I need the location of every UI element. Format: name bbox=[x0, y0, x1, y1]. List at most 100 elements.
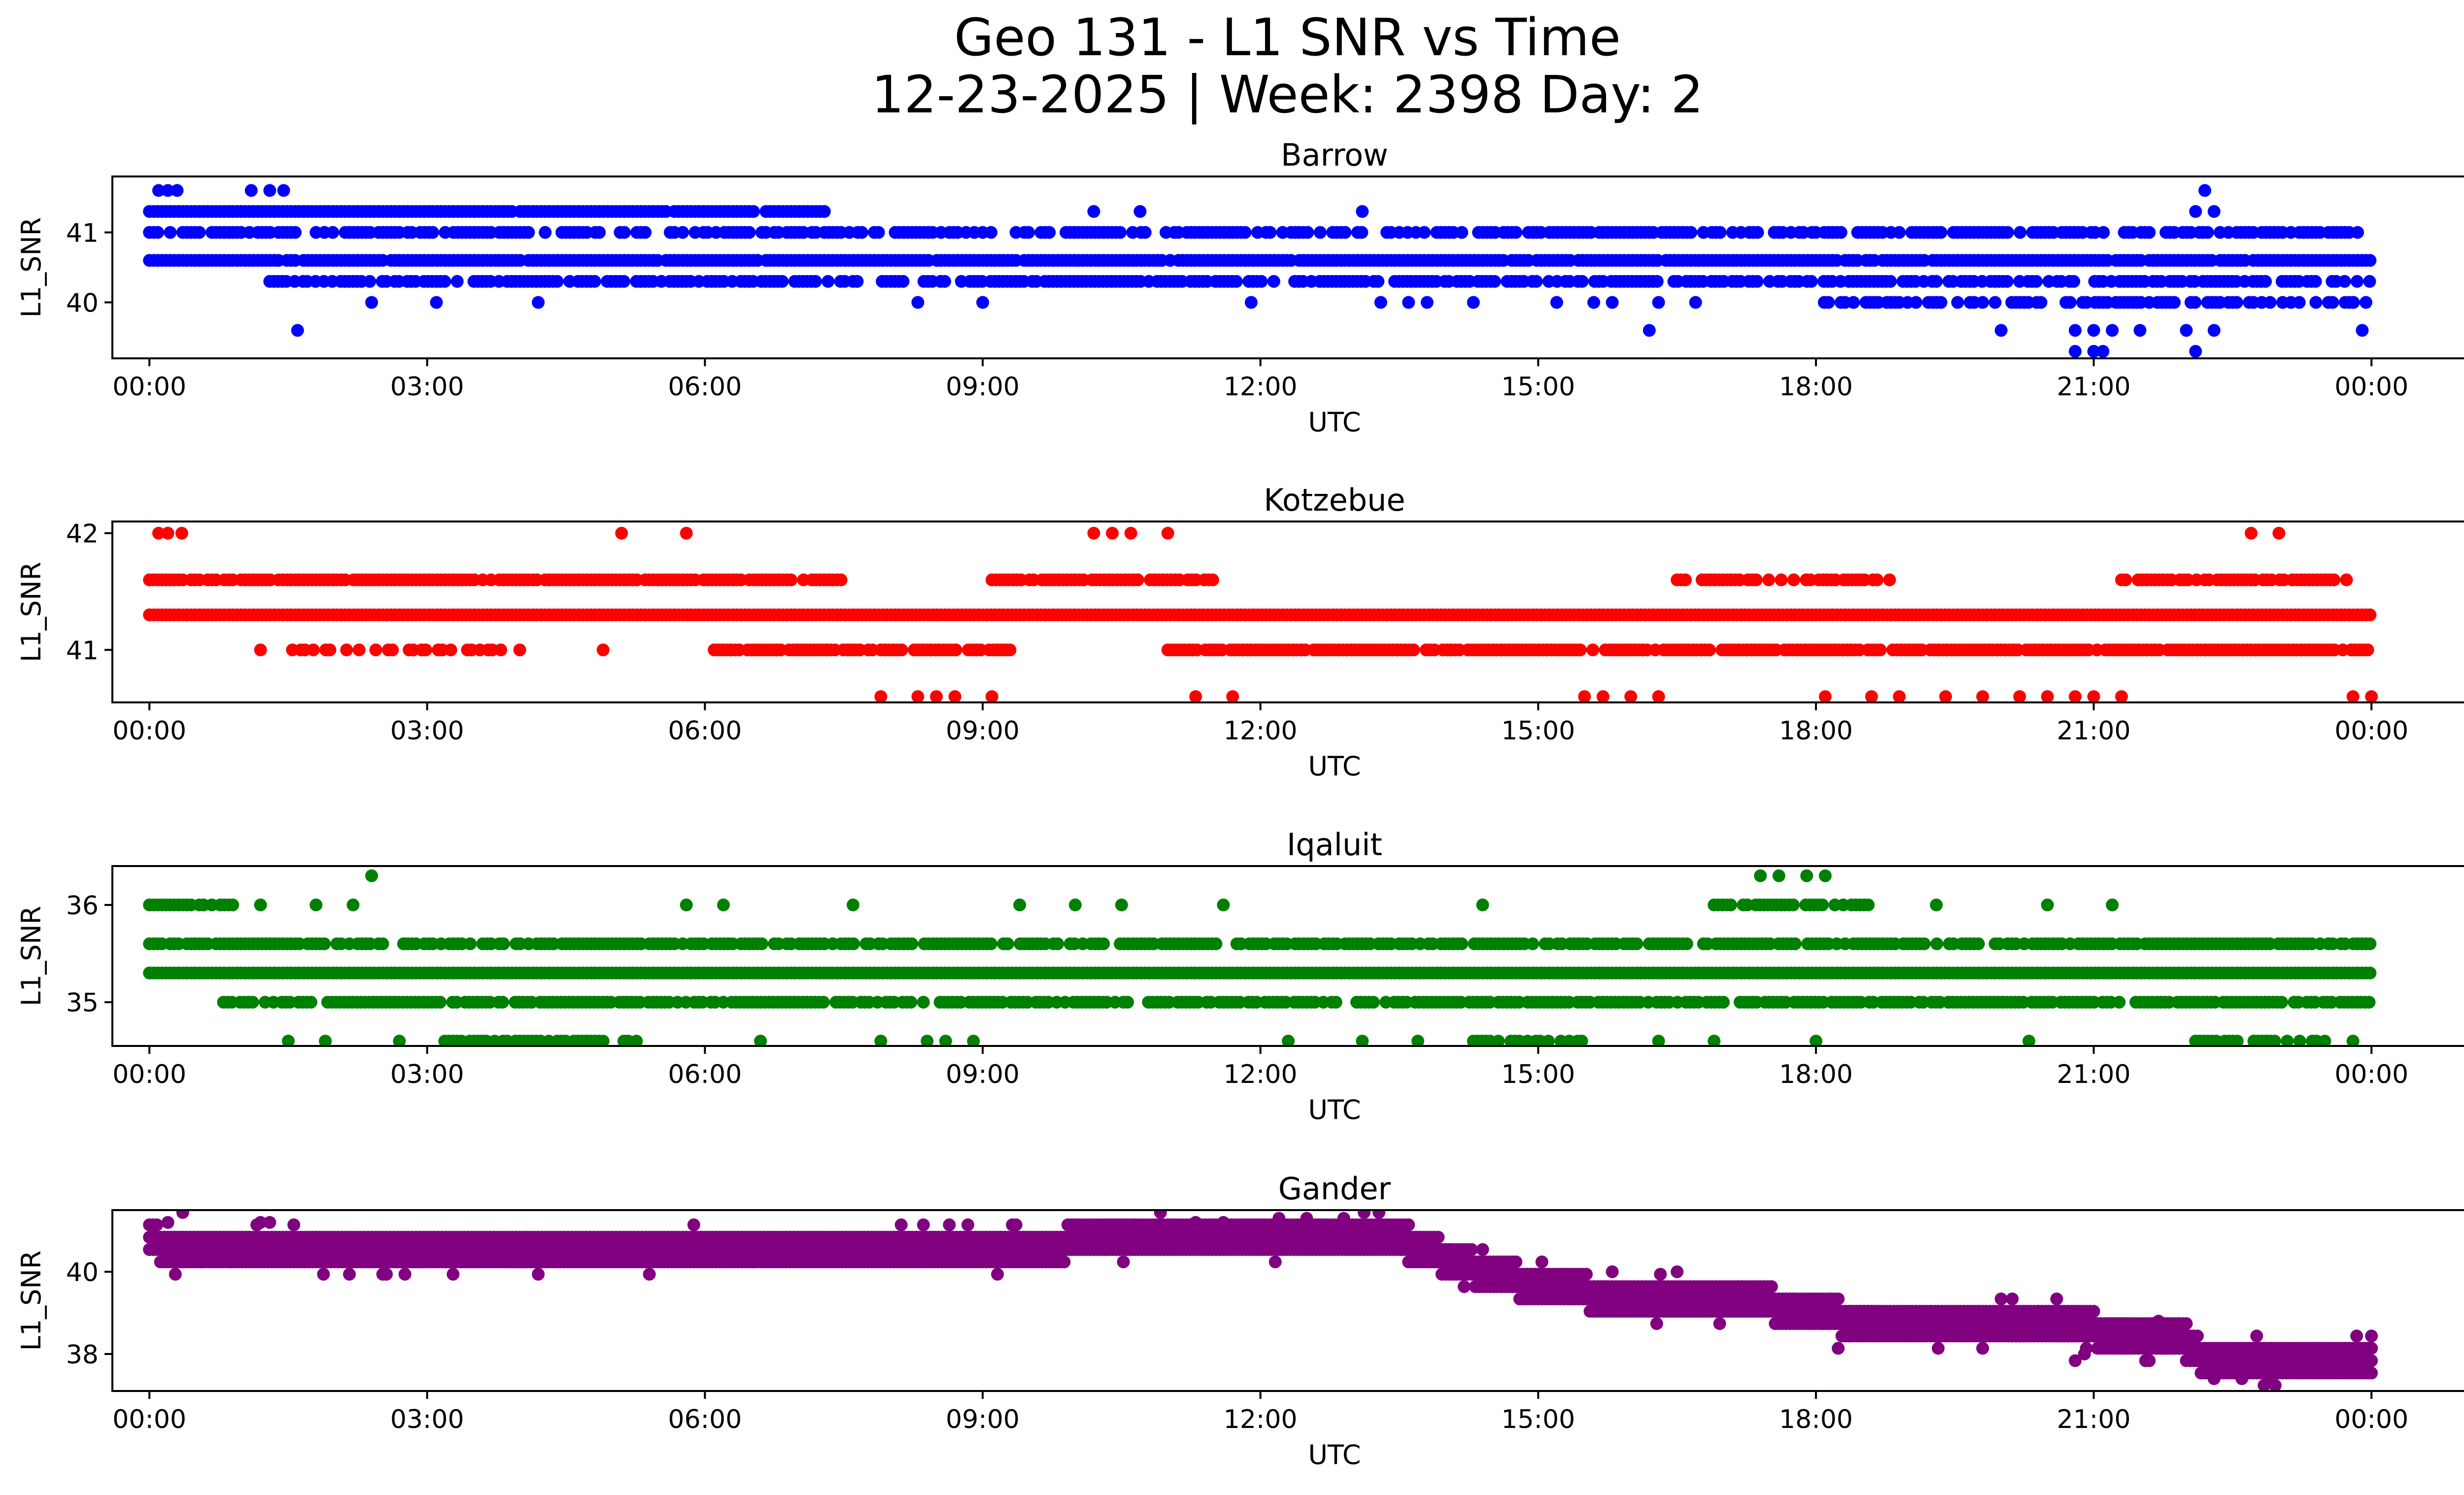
data-point bbox=[2022, 1035, 2036, 1046]
data-point bbox=[1650, 275, 1664, 288]
subplot-title: Gander bbox=[1278, 1171, 1391, 1207]
x-tick-label: 09:00 bbox=[946, 1060, 1020, 1089]
data-point bbox=[2362, 996, 2376, 1009]
data-point bbox=[2106, 898, 2119, 911]
data-point bbox=[1689, 296, 1702, 309]
data-point bbox=[1596, 690, 1609, 702]
data-point bbox=[2087, 345, 2100, 358]
data-point bbox=[2189, 205, 2202, 218]
data-points bbox=[143, 1210, 2378, 1391]
data-point bbox=[1133, 205, 1147, 218]
data-point bbox=[1051, 937, 1064, 950]
data-point bbox=[1003, 643, 1017, 657]
data-point bbox=[2013, 690, 2026, 702]
data-point bbox=[2259, 275, 2272, 288]
data-point bbox=[1230, 275, 1243, 288]
data-point bbox=[434, 996, 447, 1009]
data-point bbox=[2041, 898, 2054, 911]
data-point bbox=[809, 275, 822, 288]
data-point bbox=[896, 275, 910, 288]
x-tick-label: 06:00 bbox=[668, 372, 742, 402]
data-point bbox=[1679, 573, 1692, 587]
data-point bbox=[785, 573, 798, 587]
data-point bbox=[305, 996, 317, 1009]
data-point bbox=[496, 996, 509, 1009]
data-point bbox=[150, 1218, 164, 1231]
data-point bbox=[2309, 275, 2322, 288]
data-point bbox=[369, 643, 382, 657]
data-point bbox=[1371, 275, 1385, 288]
data-point bbox=[905, 937, 919, 950]
data-point bbox=[323, 643, 337, 657]
data-point bbox=[1575, 275, 1589, 288]
data-point bbox=[1043, 226, 1056, 239]
data-point bbox=[1530, 275, 1543, 288]
x-tick-label: 00:00 bbox=[112, 1060, 186, 1089]
data-point bbox=[1871, 573, 1883, 587]
data-point bbox=[1874, 643, 1887, 657]
data-point bbox=[948, 690, 961, 702]
data-point bbox=[1772, 869, 1785, 882]
data-point bbox=[596, 643, 610, 657]
data-point bbox=[1114, 226, 1127, 239]
data-point bbox=[2338, 275, 2351, 288]
data-point bbox=[1244, 296, 1258, 309]
data-point bbox=[2360, 296, 2372, 309]
data-point bbox=[1356, 205, 1369, 218]
data-point bbox=[904, 996, 918, 1009]
data-point bbox=[1206, 573, 1219, 587]
x-tick-label: 18:00 bbox=[1779, 716, 1853, 746]
data-point bbox=[2143, 226, 2156, 239]
data-point bbox=[1930, 898, 1943, 911]
data-point bbox=[1161, 526, 1174, 540]
data-point bbox=[161, 184, 174, 197]
data-point bbox=[1930, 275, 1943, 288]
data-point bbox=[398, 1268, 411, 1281]
y-tick-label: 40 bbox=[66, 288, 99, 318]
data-point bbox=[615, 526, 628, 540]
data-point bbox=[2180, 324, 2193, 337]
data-point bbox=[1724, 898, 1738, 911]
data-point bbox=[847, 898, 859, 911]
data-point bbox=[319, 1035, 332, 1046]
data-point bbox=[855, 226, 868, 239]
data-point bbox=[2268, 1035, 2281, 1046]
data-point bbox=[985, 226, 997, 239]
data-point bbox=[2189, 296, 2202, 309]
data-point bbox=[2281, 1035, 2294, 1046]
data-point bbox=[376, 937, 389, 950]
data-point bbox=[1313, 226, 1327, 239]
data-point bbox=[532, 296, 545, 309]
x-axis-label: UTC bbox=[1308, 407, 1361, 438]
data-point bbox=[1542, 1035, 1555, 1046]
data-point bbox=[949, 643, 962, 657]
x-axis-label: UTC bbox=[1308, 751, 1361, 782]
data-point bbox=[1976, 690, 1989, 702]
data-point bbox=[532, 1268, 545, 1281]
data-point bbox=[1884, 275, 1897, 288]
data-point bbox=[1574, 643, 1587, 657]
data-point bbox=[151, 226, 165, 239]
data-point bbox=[152, 184, 165, 197]
data-point bbox=[617, 275, 630, 288]
data-point bbox=[2069, 690, 2082, 702]
data-point bbox=[1097, 937, 1110, 950]
data-point bbox=[1805, 275, 1818, 288]
data-point bbox=[1606, 296, 1619, 309]
data-point bbox=[176, 1210, 189, 1219]
data-point bbox=[2030, 275, 2043, 288]
data-point bbox=[2245, 526, 2258, 540]
data-point bbox=[2063, 296, 2077, 309]
data-point bbox=[985, 937, 997, 950]
data-point bbox=[985, 690, 998, 702]
data-point bbox=[1526, 937, 1540, 950]
plot-frame bbox=[111, 865, 2464, 1047]
data-point bbox=[2041, 690, 2054, 702]
data-point bbox=[2207, 205, 2221, 218]
x-axis-label: UTC bbox=[1308, 1094, 1361, 1125]
data-point bbox=[430, 296, 443, 309]
data-point bbox=[680, 898, 693, 911]
data-point bbox=[1411, 1035, 1425, 1046]
data-point bbox=[1713, 226, 1727, 239]
